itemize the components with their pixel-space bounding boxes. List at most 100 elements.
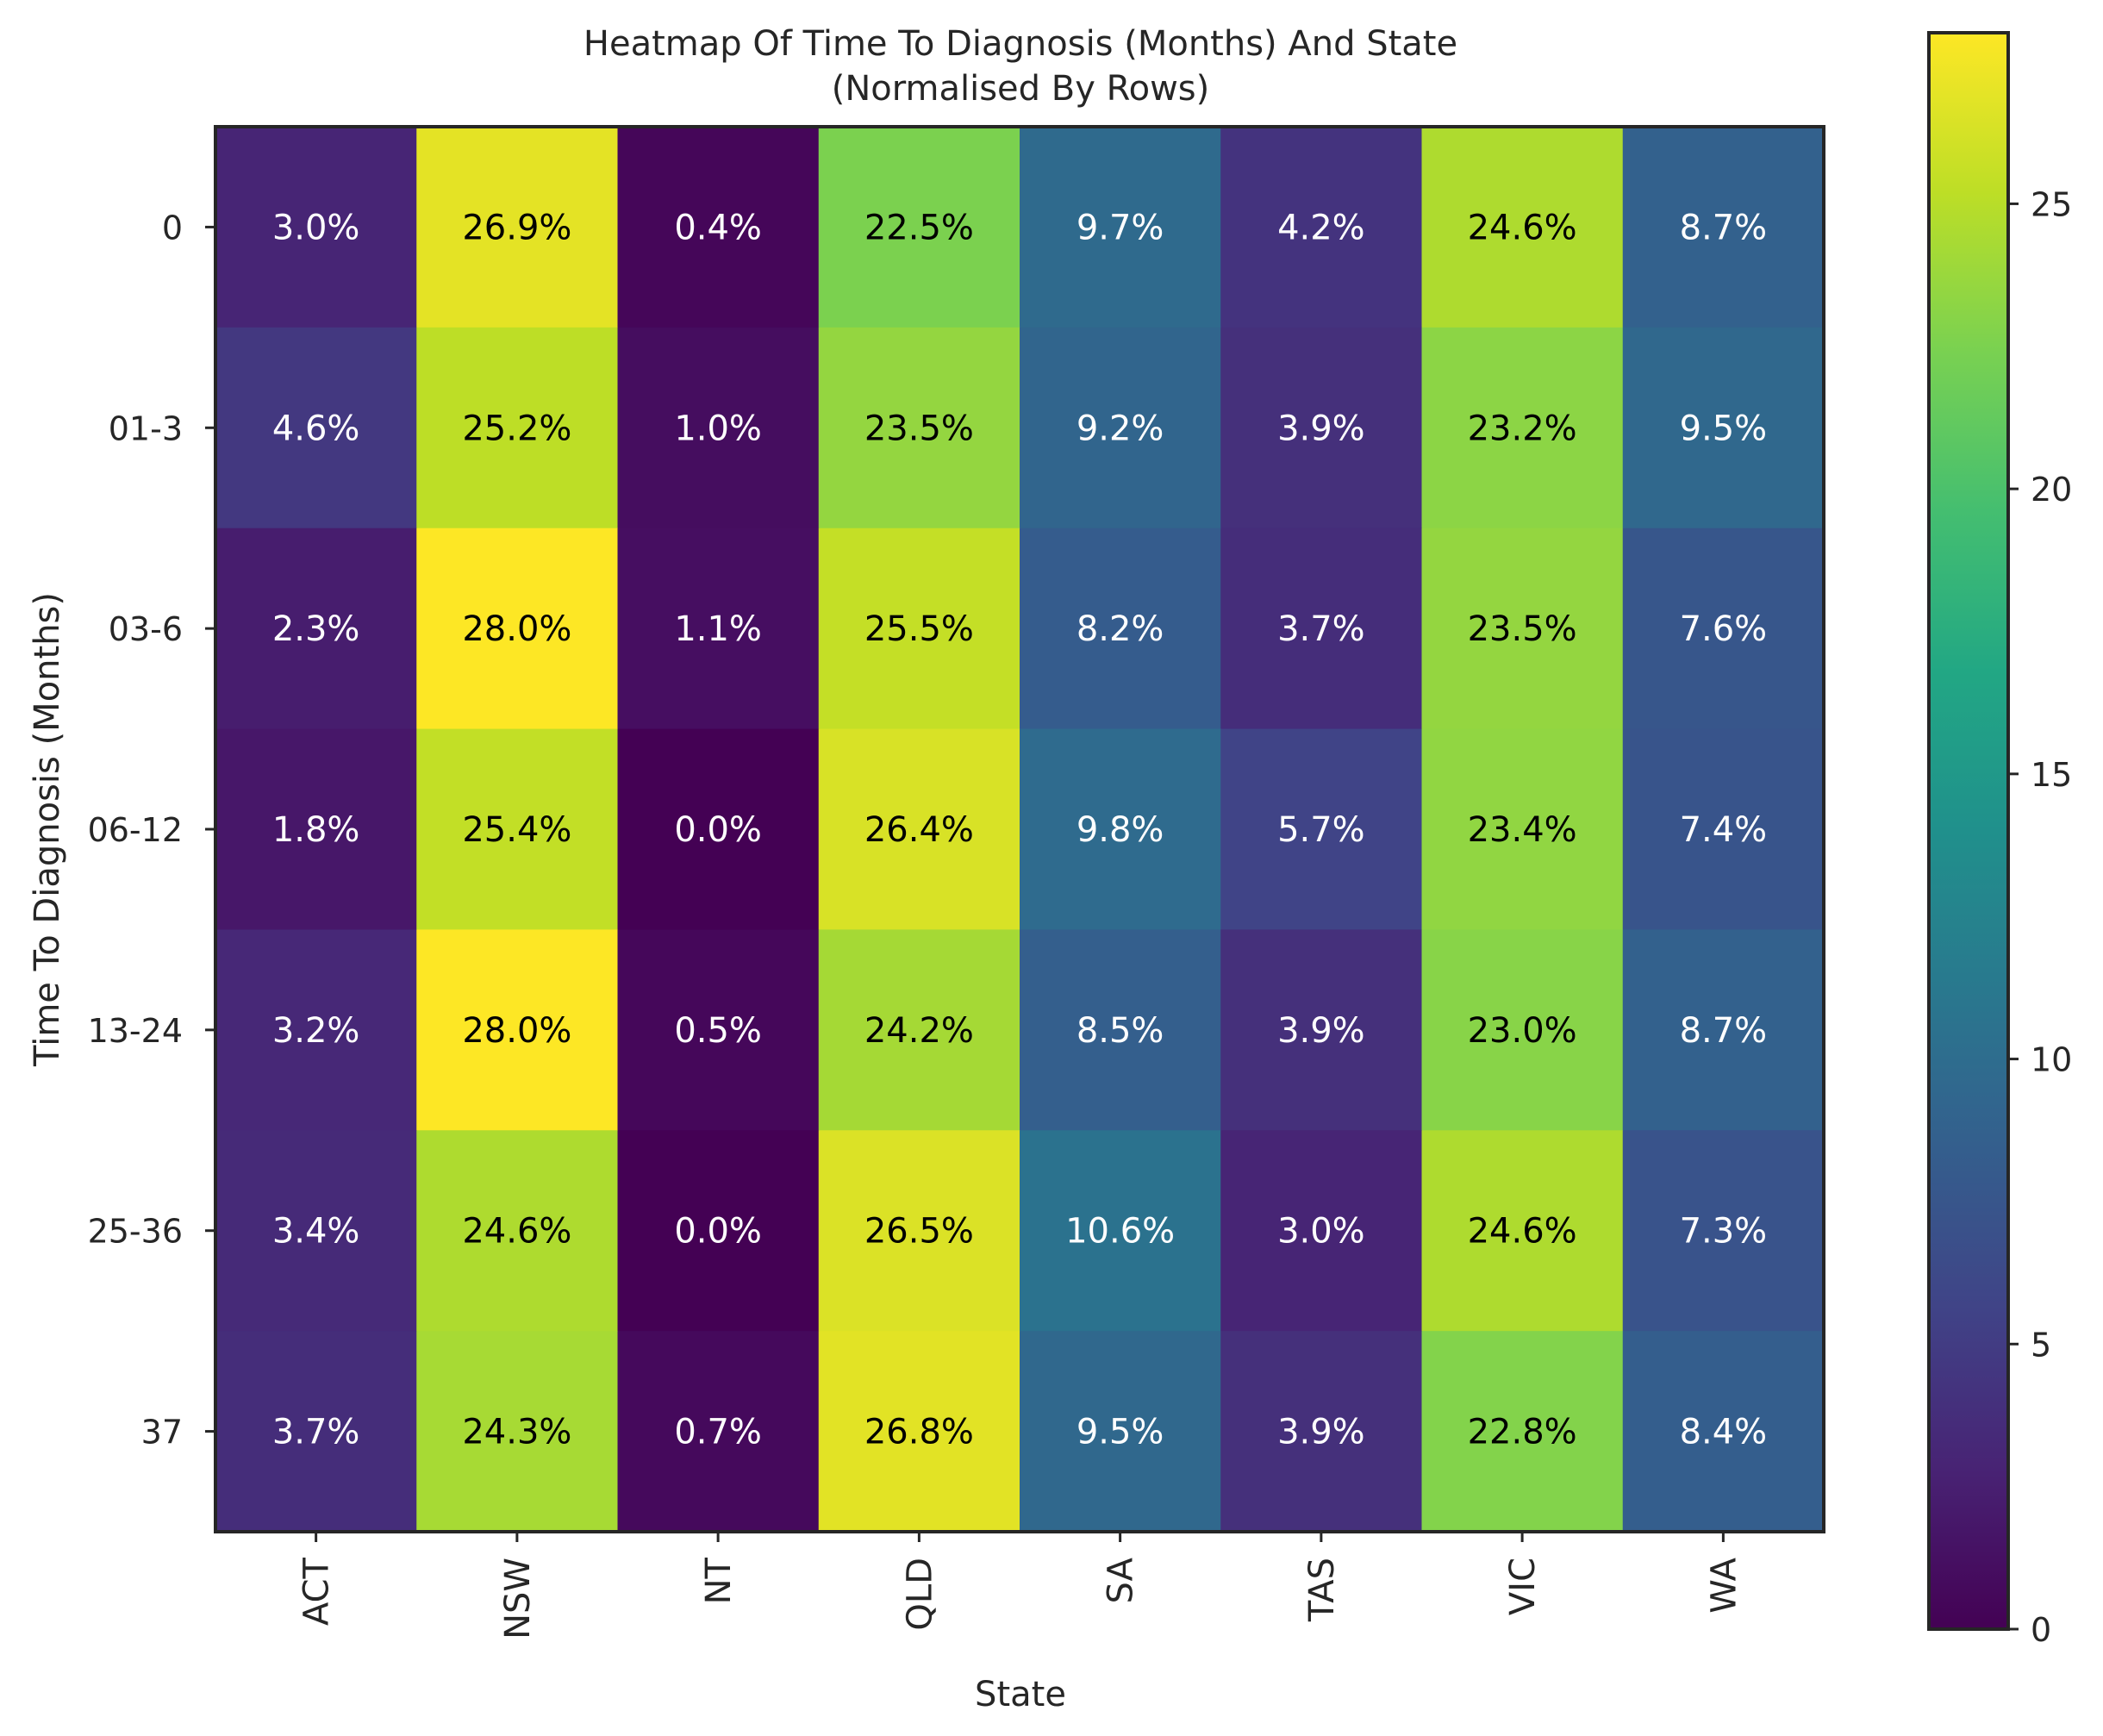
heatmap-cell (416, 528, 618, 730)
cell-value-label: 0.5% (674, 1011, 762, 1051)
cell-value-label: 23.4% (1468, 810, 1577, 850)
heatmap-cell (818, 127, 1020, 328)
heatmap-cell (416, 1130, 618, 1332)
cell-value-label: 23.0% (1468, 1011, 1577, 1051)
cell-value-label: 26.8% (864, 1413, 974, 1452)
heatmap-cell (1622, 1331, 1825, 1533)
y-tick-label: 06-12 (88, 811, 183, 849)
cell-value-label: 8.5% (1076, 1011, 1164, 1051)
heatmap-cell (1220, 1130, 1422, 1332)
cell-value-label: 22.8% (1468, 1413, 1577, 1452)
heatmap-cell (215, 327, 417, 529)
cell-value-label: 3.9% (1277, 1011, 1365, 1051)
heatmap-cell (818, 1331, 1020, 1533)
y-tick-label: 0 (162, 209, 183, 247)
cell-value-label: 25.5% (864, 609, 974, 649)
y-tick-label: 37 (141, 1414, 183, 1452)
cell-value-label: 0.4% (674, 208, 762, 247)
heatmap-cell (818, 1130, 1020, 1332)
heatmap-cell (1020, 728, 1221, 930)
y-tick-label: 01-3 (109, 409, 183, 447)
heatmap-cell (818, 929, 1020, 1131)
x-tick-label: QLD (900, 1558, 939, 1631)
heatmap-cell (1622, 327, 1825, 529)
heatmap-cell (416, 127, 618, 328)
colorbar-tick-label: 10 (2031, 1041, 2072, 1079)
x-tick-label: NSW (498, 1558, 538, 1639)
heatmap-cell (1020, 528, 1221, 730)
cell-value-label: 9.5% (1076, 1413, 1164, 1452)
heatmap-cell (617, 1130, 820, 1332)
heatmap-cell (1622, 728, 1825, 930)
cell-value-label: 7.3% (1680, 1212, 1768, 1252)
heatmap-cell (617, 528, 820, 730)
cell-value-label: 26.4% (864, 810, 974, 850)
heatmap-cell (1020, 127, 1221, 328)
cell-value-label: 7.4% (1680, 810, 1768, 850)
heatmap-cell (1421, 1331, 1624, 1533)
heatmap-cell (1421, 528, 1624, 730)
y-axis-ticks: 0 01-3 03-6 06-12 13-24 25-36 37 (88, 209, 215, 1452)
cell-value-label: 9.7% (1076, 208, 1164, 247)
colorbar-ticks: 0 5 10 15 20 25 (2008, 185, 2072, 1649)
cell-value-label: 23.2% (1468, 409, 1577, 448)
y-tick-label: 13-24 (88, 1012, 183, 1050)
x-axis-ticks: ACT NSW NT QLD SA TAS VIC WA (297, 1532, 1744, 1639)
colorbar-tick-label: 25 (2031, 185, 2072, 223)
cell-value-label: 3.7% (1277, 609, 1365, 649)
cell-value-label: 10.6% (1065, 1212, 1175, 1252)
cell-value-label: 8.7% (1680, 208, 1768, 247)
cell-value-label: 26.9% (462, 208, 571, 247)
cell-value-label: 4.6% (272, 409, 360, 448)
cell-value-label: 3.0% (1277, 1212, 1365, 1252)
cell-value-label: 24.3% (462, 1413, 571, 1452)
cell-value-label: 0.0% (674, 1212, 762, 1252)
cell-value-label: 3.0% (272, 208, 360, 247)
heatmap-cell (416, 929, 618, 1131)
x-tick-label: NT (699, 1557, 739, 1604)
cell-value-label: 1.8% (272, 810, 360, 850)
cell-value-label: 1.0% (674, 409, 762, 448)
cell-value-label: 23.5% (1468, 609, 1577, 649)
colorbar (1927, 31, 2010, 1631)
cell-value-label: 24.6% (1468, 1212, 1577, 1252)
cell-value-label: 2.3% (272, 609, 360, 649)
heatmap-cell (617, 728, 820, 930)
y-tick-label: 25-36 (88, 1213, 183, 1251)
cell-value-label: 28.0% (462, 609, 571, 649)
y-axis-label: Time To Diagnosis (Months) (28, 592, 67, 1067)
heatmap-cell (416, 327, 618, 529)
cell-value-label: 26.5% (864, 1212, 974, 1252)
cell-value-label: 3.9% (1277, 1413, 1365, 1452)
cell-value-label: 24.2% (864, 1011, 974, 1051)
cell-value-label: 0.7% (674, 1413, 762, 1452)
chart-subtitle: (Normalised By Rows) (832, 69, 1209, 109)
heatmap-cell (1622, 1130, 1825, 1332)
cell-value-label: 9.5% (1680, 409, 1768, 448)
x-tick-label: TAS (1302, 1558, 1342, 1622)
cell-value-label: 7.6% (1680, 609, 1768, 649)
x-tick-label: ACT (297, 1557, 337, 1626)
colorbar-tick-label: 20 (2031, 471, 2072, 509)
cell-value-label: 3.2% (272, 1011, 360, 1051)
heatmap-cell (1421, 127, 1624, 328)
cell-value-label: 0.0% (674, 810, 762, 850)
heatmap-cell (1020, 327, 1221, 529)
heatmap-cell (1020, 929, 1221, 1131)
heatmap-cell (1020, 1130, 1221, 1332)
heatmap-cell (416, 728, 618, 930)
colorbar-tick-label: 15 (2031, 756, 2072, 794)
heatmap-cell (818, 728, 1020, 930)
heatmap-cell (215, 1130, 417, 1332)
cell-value-label: 28.0% (462, 1011, 571, 1051)
cell-value-label: 9.8% (1076, 810, 1164, 850)
cell-value-label: 24.6% (462, 1212, 571, 1252)
heatmap-cell (617, 327, 820, 529)
x-tick-label: VIC (1503, 1558, 1543, 1615)
heatmap-cell (215, 528, 417, 730)
cell-value-label: 25.2% (462, 409, 571, 448)
cell-value-label: 22.5% (864, 208, 974, 247)
cell-value-label: 4.2% (1277, 208, 1365, 247)
x-tick-label: WA (1704, 1557, 1744, 1613)
cell-value-label: 8.7% (1680, 1011, 1768, 1051)
